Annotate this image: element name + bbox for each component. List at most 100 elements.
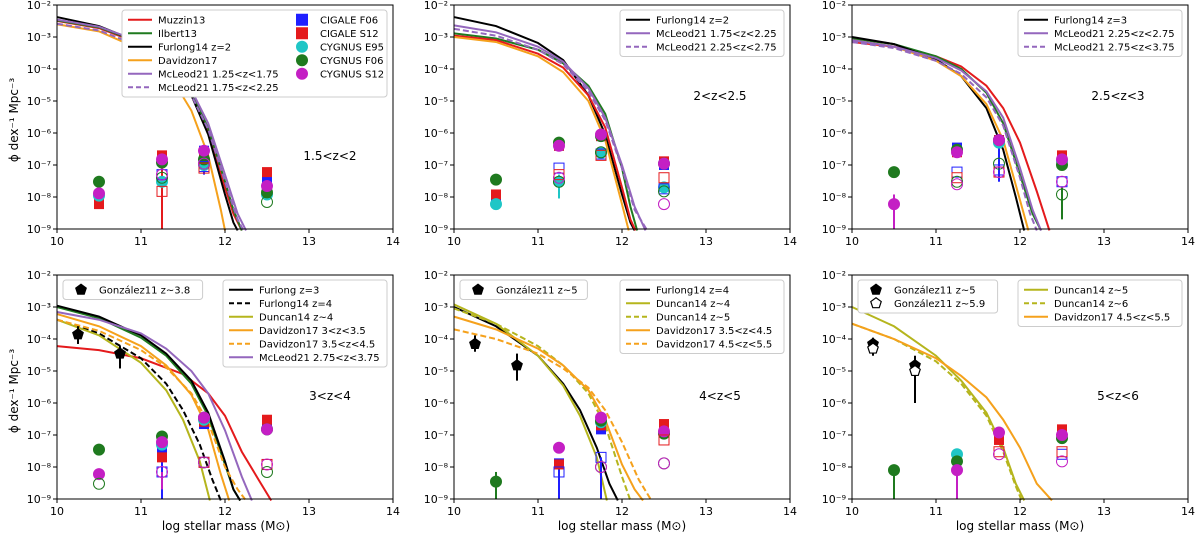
x-axis-label-right: log stellar mass (M⊙): [956, 519, 1084, 533]
panel-4-legend2-entry-1-swatch: [75, 283, 87, 295]
panel-1-ytick-label-8: 10⁻²: [27, 0, 51, 12]
panel-1-marker-5-4: [261, 180, 273, 193]
panel-5-ytick-label-5: 10⁻⁵: [424, 365, 448, 378]
panel-2-ytick-label-4: 10⁻⁶: [424, 127, 449, 140]
panel-4-ytick-label-8: 10⁻²: [27, 269, 51, 282]
panel-3-marker-7-1: [951, 172, 963, 184]
panel-2-legend: Furlong14 z=2 McLeod21 1.75<z<2.25 McLeod2…: [619, 9, 785, 57]
panel-6-ytick-label-7: 10⁻³: [822, 301, 846, 314]
panel-6-marker-6-1: [888, 464, 900, 477]
panel-2-xtick-label-4: 13: [699, 235, 713, 248]
panel-5-marker-6-3: [658, 425, 670, 438]
panel-4-legend-box: [222, 279, 388, 368]
panel-1-legend-entry-1-label: Muzzin13: [158, 15, 205, 26]
panel-3-ytick-label-5: 10⁻⁵: [822, 95, 846, 108]
panel-4-legend2-box: [62, 279, 204, 300]
panel-4-curve-4: [56, 318, 222, 501]
panel-5-marker-1-1: [469, 337, 481, 350]
panel-1-legend-entry-11-label: CYGNUS S12: [320, 69, 384, 80]
panel-1-ytick-label-7: 10⁻³: [27, 31, 51, 44]
panel-4-ytick-label-2: 10⁻⁸: [27, 461, 52, 474]
panel-5-legend2-entry-1-label: González11 z~5: [496, 284, 578, 296]
panel-4-xtick-label-4: 13: [302, 505, 316, 518]
panel-4-curve-8: [56, 310, 253, 501]
panel-4-marker-5-1: [93, 443, 105, 456]
panel-1-xtick-label-4: 13: [302, 235, 316, 248]
panel-1-marker-4-1: [93, 175, 105, 188]
panel-1-xtick-label-2: 11: [134, 235, 148, 248]
panel-2-marker-3-1: [490, 198, 502, 211]
panel-3-xtick-label-4: 13: [1097, 235, 1111, 248]
panel-2-curve-4: [453, 36, 630, 231]
panel-4-marker-9-1: [93, 477, 105, 490]
panel-1-xtick-label-1: 10: [50, 235, 64, 248]
panel-6-marker-7-1: [951, 464, 963, 477]
panel-3-marker-8-1: [951, 175, 963, 188]
panel-1-legend-entry-4-label: Davidzon17: [158, 56, 217, 67]
panel-3-marker-6-3: [1056, 176, 1068, 188]
panel-6-curve-2: [851, 322, 1023, 501]
panel-4-xtick-label-1: 10: [50, 505, 64, 518]
panel-2-marker-5-2: [595, 128, 607, 141]
panel-5-ytick-label-2: 10⁻⁸: [424, 461, 449, 474]
panel-6-xtick-label-3: 12: [1013, 505, 1027, 518]
panel-1-legend: Muzzin13 Ilbert13 Furlong14 z=2 Davidzon17 M…: [121, 9, 388, 98]
panel-6-legend2-box: [857, 279, 999, 314]
panel-4-legend-entry-4-label: Davidzon17 3<z<3.5: [259, 326, 366, 337]
panel-1-marker-8-3: [261, 195, 273, 208]
panel-4-legend2-entry-1-label: González11 z~3.8: [99, 284, 190, 296]
panel-4-marker-1-2: [114, 347, 126, 359]
panel-1-legend-entry-9-label: CYGNUS E95: [320, 42, 384, 53]
panel-4-legend-entry-6-label: McLeod21 2.75<z<3.75: [259, 353, 380, 364]
panel-4-legend-entry-3-label: Duncan14 z~4: [259, 312, 333, 323]
panel-6-curve-3: [851, 322, 1053, 502]
panel-2-ytick-label-7: 10⁻³: [424, 31, 448, 44]
panel-5-ytick-label-6: 10⁻⁴: [424, 333, 449, 346]
panel-4-ytick-label-7: 10⁻³: [27, 301, 51, 314]
panel-3-marker-5-3: [993, 134, 1005, 147]
panel-1-marker-5-2: [156, 153, 168, 166]
panel-2-marker-5-3: [658, 157, 670, 170]
panel-5-legend-entry-5-label: Davidzon17 4.5<z<5.5: [656, 339, 772, 350]
panel-1-xtick-label-3: 12: [218, 235, 232, 248]
panel-2-xtick-label-1: 10: [447, 235, 461, 248]
panel-5-xtick-label-3: 12: [615, 505, 629, 518]
panel-1-legend-entry-7-label: CIGALE F06: [320, 15, 378, 26]
panel-1-legend-entry-5-label: McLeod21 1.25<z<1.75: [158, 69, 279, 80]
y-axis-label-bottom: ϕ dex⁻¹ Mpc⁻³: [7, 349, 21, 433]
panel-4-curve-5: [56, 318, 211, 501]
panel-3-xtick-label-5: 14: [1181, 235, 1195, 248]
panel-6-marker-2-2: [909, 364, 921, 377]
panel-2-legend-entry-1-label: Furlong14 z=2: [656, 15, 729, 26]
panel-4-legend-entry-5-label: Davidzon17 3.5<z<4.5: [259, 339, 375, 350]
panel-6-marker-9-2: [1056, 446, 1068, 458]
panel-1-legend-entry-6-label: McLeod21 1.75<z<2.25: [158, 83, 279, 94]
panel-6-ytick-label-1: 10⁻⁹: [822, 493, 846, 506]
panel-2-legend-box: [619, 9, 785, 57]
panel-2-redshift-label: 2<z<2.5: [693, 89, 746, 103]
panel-2-xtick-label-5: 14: [783, 235, 797, 248]
panel-3-ytick-label-6: 10⁻⁴: [822, 63, 847, 76]
panel-5-marker-8-1: [658, 434, 670, 446]
panel-5-ytick-label-1: 10⁻⁹: [424, 493, 448, 506]
panel-4-marker-6-2: [156, 436, 168, 449]
panel-2-ytick-label-8: 10⁻²: [424, 0, 448, 12]
panel-3-marker-9-1: [951, 178, 963, 191]
panel-1-marker-7-1: [156, 185, 168, 197]
x-axis-label-middle: log stellar mass (M⊙): [558, 519, 686, 533]
panel-2-marker-9-2: [658, 198, 670, 211]
panel-4-marker-1-1: [72, 328, 84, 340]
panel-1-ytick-label-3: 10⁻⁷: [27, 159, 51, 172]
panel-5-ytick-label-7: 10⁻³: [424, 301, 448, 314]
panel-3-marker-9-3: [1056, 175, 1068, 188]
panel-2-ytick-label-5: 10⁻⁵: [424, 95, 448, 108]
panel-2-curve-6: [453, 27, 649, 231]
panel-5-legend: Furlong14 z=4 Duncan14 z~4 Duncan14 z~5 Dav…: [619, 279, 785, 354]
panel-3-marker-5-1: [888, 198, 900, 211]
panel-4-ytick-label-3: 10⁻⁷: [27, 429, 51, 442]
panel-5-marker-10-1: [595, 461, 607, 473]
panel-2-marker-9-1: [553, 171, 565, 184]
panel-5-ytick-label-8: 10⁻²: [424, 269, 448, 282]
panel-4-marker-6-1: [93, 468, 105, 481]
